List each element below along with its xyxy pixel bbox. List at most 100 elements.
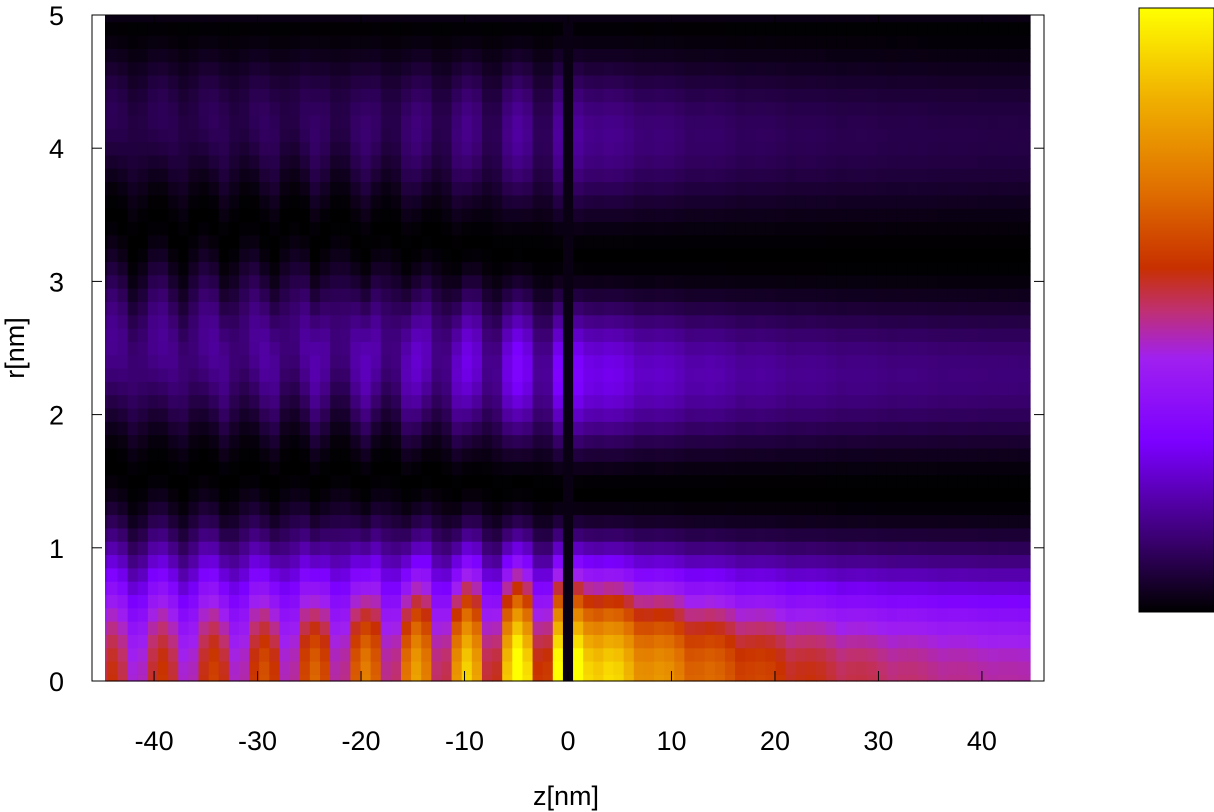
heatmap-cell — [198, 341, 210, 356]
heatmap-cell — [1008, 314, 1020, 329]
heatmap-cell — [583, 141, 594, 156]
heatmap-cell — [269, 128, 281, 143]
heatmap-cell — [866, 487, 878, 502]
heatmap-cell — [188, 74, 200, 89]
heatmap-cell — [896, 487, 908, 502]
heatmap-cell — [330, 607, 341, 622]
heatmap-cell — [583, 527, 594, 542]
heatmap-cell — [654, 487, 665, 502]
heatmap-cell — [269, 501, 281, 516]
heatmap-cell — [724, 461, 736, 476]
heatmap-cell — [350, 581, 362, 596]
heatmap-cell — [684, 168, 696, 183]
heatmap-cell — [451, 208, 463, 223]
heatmap-cell — [1028, 288, 1031, 302]
heatmap-cell — [269, 328, 281, 342]
heatmap-cell — [643, 541, 655, 556]
heatmap-cell — [998, 328, 1009, 342]
heatmap-cell — [127, 248, 139, 263]
heatmap-cell — [694, 181, 706, 196]
heatmap-cell — [289, 394, 301, 409]
heatmap-cell — [289, 21, 301, 36]
heatmap-cell — [664, 101, 675, 116]
heatmap-cell — [370, 341, 382, 356]
heatmap-cell — [502, 367, 513, 382]
heatmap-cell — [765, 48, 777, 63]
heatmap-cell — [998, 474, 1009, 489]
heatmap-cell — [269, 421, 281, 436]
heatmap-cell — [127, 421, 139, 436]
heatmap-cell — [775, 354, 787, 369]
heatmap-cell — [947, 15, 959, 23]
heatmap-cell — [1018, 288, 1030, 302]
heatmap-cell — [552, 487, 564, 502]
heatmap-cell — [105, 394, 109, 409]
heatmap-cell — [876, 394, 888, 409]
heatmap-cell — [947, 421, 959, 436]
heatmap-cell — [826, 421, 837, 436]
heatmap-cell — [380, 567, 392, 582]
heatmap-cell — [613, 301, 625, 316]
heatmap-cell — [105, 234, 109, 249]
heatmap-cell — [481, 381, 493, 396]
heatmap-cell — [694, 527, 706, 542]
heatmap-cell — [158, 314, 169, 329]
heatmap-cell — [259, 381, 270, 396]
heatmap-cell — [937, 634, 949, 649]
heatmap-cell — [105, 434, 109, 449]
heatmap-cell — [137, 48, 149, 63]
heatmap-cell — [805, 407, 817, 422]
heatmap-cell — [613, 234, 625, 249]
heatmap-cell — [107, 301, 119, 316]
heatmap-cell — [1028, 208, 1031, 223]
heatmap-cell — [218, 15, 230, 23]
heatmap-cell — [107, 234, 119, 249]
heatmap-cell — [836, 501, 847, 516]
heatmap-cell — [826, 288, 837, 302]
heatmap-cell — [411, 208, 422, 223]
heatmap-cell — [380, 541, 392, 556]
heatmap-cell — [907, 181, 918, 196]
heatmap-cell — [370, 461, 382, 476]
heatmap-cell — [350, 381, 362, 396]
heatmap-cell — [178, 527, 189, 542]
heatmap-cell — [765, 621, 777, 635]
heatmap-cell — [816, 407, 827, 422]
heatmap-cell — [319, 61, 331, 76]
heatmap-cell — [249, 141, 260, 156]
heatmap-cell — [431, 434, 443, 449]
heatmap-cell — [319, 354, 331, 369]
heatmap-cell — [451, 248, 463, 263]
heatmap-cell — [147, 661, 159, 675]
heatmap-cell — [896, 194, 908, 209]
heatmap-cell — [127, 661, 139, 675]
heatmap-cell — [816, 434, 827, 449]
heatmap-cell — [654, 261, 665, 276]
heatmap-cell — [481, 607, 493, 622]
heatmap-cell — [107, 274, 119, 289]
heatmap-cell — [107, 74, 119, 89]
heatmap-cell — [269, 541, 281, 556]
heatmap-cell — [846, 154, 858, 169]
heatmap-cell — [552, 567, 564, 582]
heatmap-cell — [208, 607, 220, 622]
heatmap-cell — [664, 434, 675, 449]
heatmap-cell — [816, 221, 827, 236]
heatmap-cell — [724, 501, 736, 516]
heatmap-cell — [158, 114, 169, 129]
heatmap-cell — [856, 221, 868, 236]
heatmap-cell — [805, 168, 817, 183]
heatmap-cell — [927, 141, 939, 156]
heatmap-cell — [896, 434, 908, 449]
heatmap-cell — [299, 15, 311, 23]
heatmap-cell — [117, 88, 129, 103]
heatmap-cell — [795, 274, 807, 289]
heatmap-cell — [805, 74, 817, 89]
heatmap-cell — [319, 141, 331, 156]
heatmap-cell — [360, 328, 372, 342]
heatmap-cell — [785, 154, 797, 169]
heatmap-cell — [411, 394, 422, 409]
heatmap-cell — [552, 461, 564, 476]
heatmap-cell — [168, 154, 179, 169]
heatmap-cell — [643, 674, 655, 682]
